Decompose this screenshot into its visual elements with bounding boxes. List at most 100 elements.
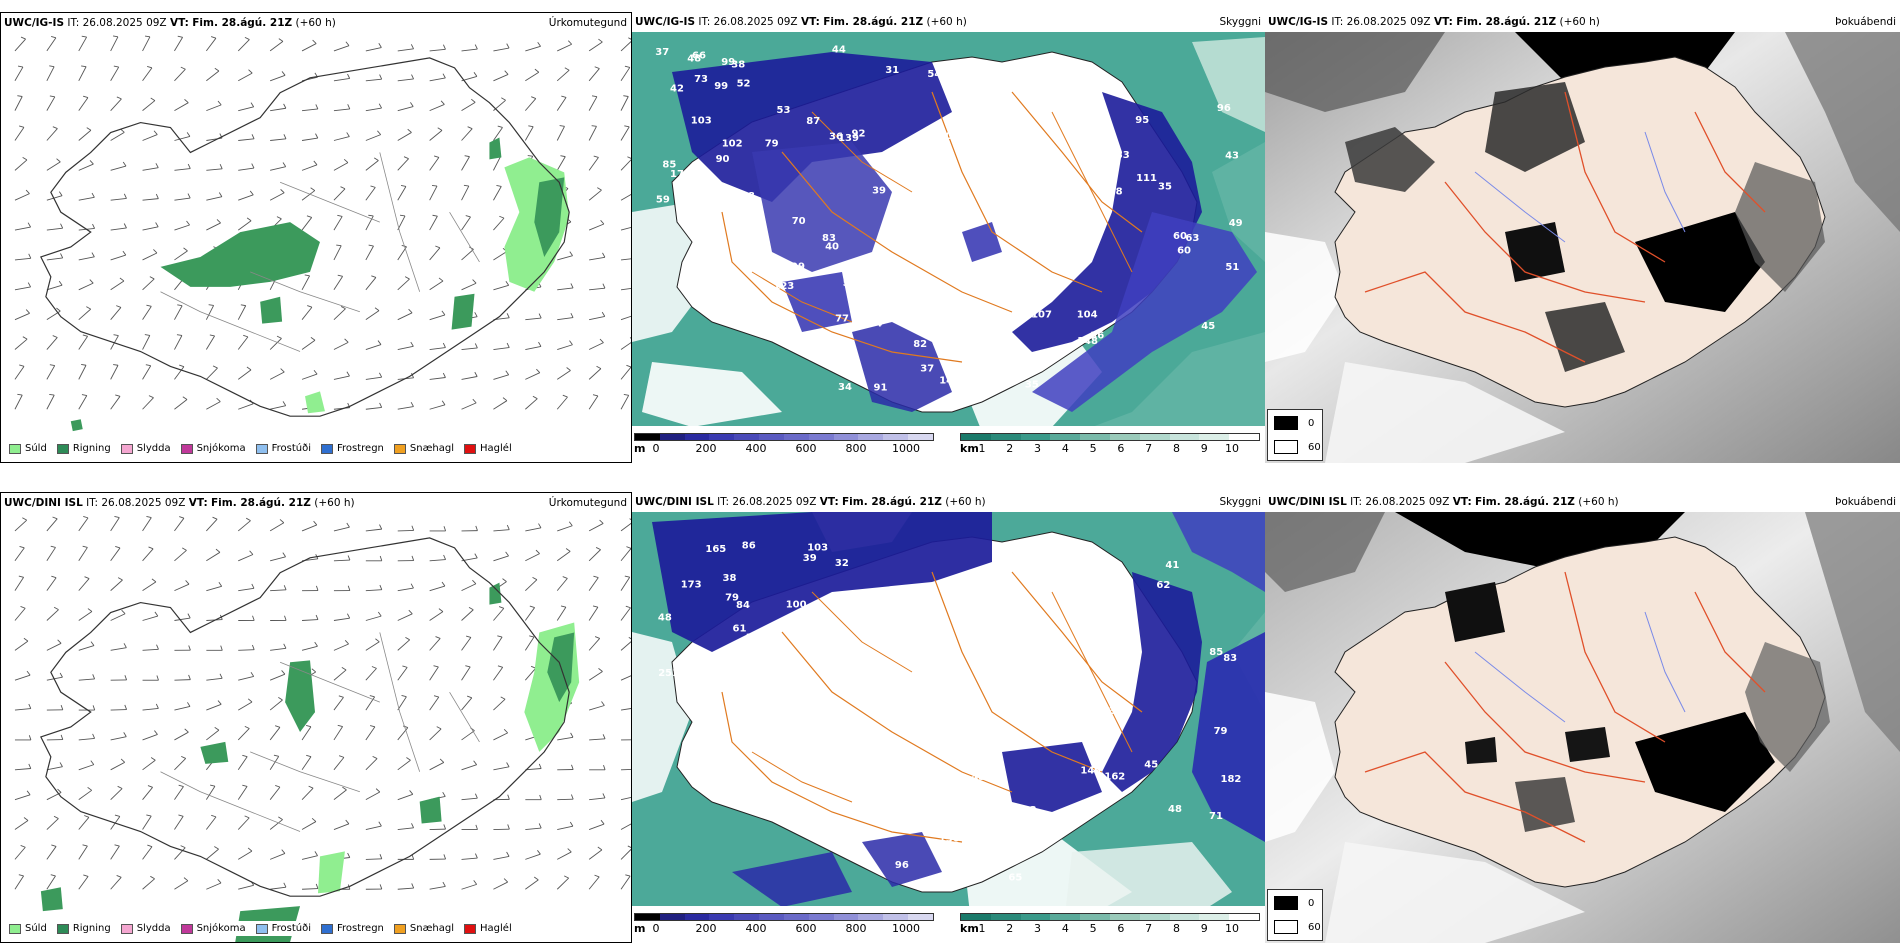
wind-barb-flag <box>281 670 286 675</box>
wind-barb-flag <box>345 41 350 46</box>
wind-barb <box>142 100 156 111</box>
wind-barb <box>588 606 599 621</box>
ceiling-label: 103 <box>807 543 828 554</box>
wind-barb <box>620 548 631 562</box>
wind-barbs <box>14 515 631 890</box>
wind-barb <box>110 98 122 111</box>
wind-barb-flag <box>214 67 220 72</box>
ceiling-label: 39 <box>966 381 980 392</box>
wind-barb-flag <box>28 703 32 709</box>
wind-barb-flag <box>502 578 507 582</box>
wind-barb <box>14 547 25 562</box>
wind-barb <box>333 789 347 801</box>
wind-barb <box>78 36 88 52</box>
wind-barb <box>174 37 184 52</box>
it-label: IT: <box>1350 496 1363 508</box>
wind-barb <box>525 45 541 52</box>
wind-barb-flag <box>601 701 605 706</box>
wind-barb-flag <box>431 184 438 187</box>
wind-barb <box>206 551 221 562</box>
map-area[interactable]: 78 79 96 82 99 81 95 96 85 87 104 91 73 92 63 90 66 120 60… <box>632 32 1265 463</box>
map-area[interactable]: 0 60 <box>1265 32 1900 463</box>
wind-barb-flag <box>347 852 351 858</box>
wind-barb <box>46 609 59 621</box>
wind-barb-flag <box>535 549 540 554</box>
wind-barb-flag <box>443 554 446 560</box>
wind-barb <box>269 338 282 350</box>
wind-barb <box>174 583 190 592</box>
wind-barb-flag <box>304 274 310 277</box>
wind-barb-flag <box>27 282 31 288</box>
wind-barb <box>174 168 191 171</box>
ceiling-label: 99 <box>714 81 728 92</box>
wind-barb <box>78 163 94 171</box>
wind-barb-flag <box>594 66 600 69</box>
wind-barb-flag <box>433 695 439 698</box>
wind-barb <box>429 377 446 380</box>
colorbar-tick: 9 <box>1200 442 1208 455</box>
ceiling-label: 251 <box>658 668 679 679</box>
wind-barb-flag <box>602 283 606 289</box>
wind-barb-flag <box>151 578 157 583</box>
wind-barb-flag <box>278 696 283 701</box>
wind-barb <box>556 396 568 410</box>
map-area[interactable]: Súld Rigning Slydda Snjókoma Frostúði Frostre… <box>1 513 631 942</box>
wind-barb-flag <box>378 821 382 827</box>
precip-legend-item: Snjókoma <box>180 443 246 454</box>
colorbar-swatch <box>734 434 760 440</box>
wind-barb-flag <box>148 395 154 399</box>
colorbar-tick: 10 <box>1225 922 1239 935</box>
wind-barb-flag <box>347 613 351 619</box>
ceiling-label: 67 <box>849 371 863 382</box>
ceiling-label: 173 <box>681 580 702 591</box>
wind-barb-flag <box>538 523 542 529</box>
wind-barb-flag <box>154 730 158 735</box>
wind-barb <box>365 245 374 261</box>
colorbar-swatch <box>990 434 1021 440</box>
vt-value: Fim. 28.ágú. 21Z <box>842 496 942 508</box>
fog-legend-swatch <box>1274 440 1298 454</box>
wind-barb-flag <box>313 369 318 375</box>
wind-barb <box>589 797 606 801</box>
wind-barb-flag <box>217 700 222 705</box>
panel-fog-igis: UWC/IG-IS IT: 26.08.2025 09Z VT: Fim. 28… <box>1265 12 1900 463</box>
ceiling-label: 82 <box>840 784 854 795</box>
wind-barb <box>429 638 441 651</box>
fog-legend-item: 60 <box>1274 440 1321 454</box>
wind-barb-flag <box>283 103 287 109</box>
wind-barb-flag <box>404 276 410 280</box>
wind-barb-flag <box>497 665 503 668</box>
wind-barb <box>78 282 94 291</box>
colorbar-swatch <box>759 434 784 440</box>
wind-barb <box>365 344 382 350</box>
map-area[interactable]: 172 180 182 182 251 103 85 96 86 100 83 82 84 84 149 14… <box>632 512 1265 943</box>
wind-barb-flag <box>569 340 573 346</box>
wind-barb-flag <box>408 609 413 615</box>
iceland-outline <box>40 57 570 417</box>
wind-barb <box>78 578 90 591</box>
wind-barb <box>493 855 510 860</box>
wind-barb-flag <box>181 547 187 551</box>
wind-barb-flag <box>347 73 351 79</box>
precip-legend-item: Haglél <box>464 443 512 454</box>
ceiling-label: 78 <box>741 191 755 202</box>
wind-barb <box>365 277 377 291</box>
ceiling-label: 44 <box>830 713 844 724</box>
vt-value: Fim. 28.ágú. 21Z <box>1456 16 1557 28</box>
wind-barb <box>365 78 382 82</box>
wind-barb-flag <box>117 785 123 789</box>
ceiling-label: 35 <box>958 279 972 290</box>
map-area[interactable]: 0 60 <box>1265 512 1900 943</box>
wind-barb-flag <box>368 244 374 247</box>
ceiling-label: 54 <box>950 325 964 336</box>
ceiling-label: 36 <box>1090 330 1104 341</box>
map-area[interactable]: Súld Rigning Slydda Snjókoma Frostúði Frostre… <box>1 33 631 462</box>
wind-barb-flag <box>377 130 382 135</box>
wind-barb-flag <box>377 611 382 617</box>
colorbar-swatch <box>908 434 933 440</box>
wind-barb-flag <box>186 132 191 137</box>
wind-barb-flag <box>306 724 312 728</box>
wind-barb <box>78 336 88 350</box>
wind-barb <box>14 768 31 771</box>
wind-barb <box>269 41 284 52</box>
